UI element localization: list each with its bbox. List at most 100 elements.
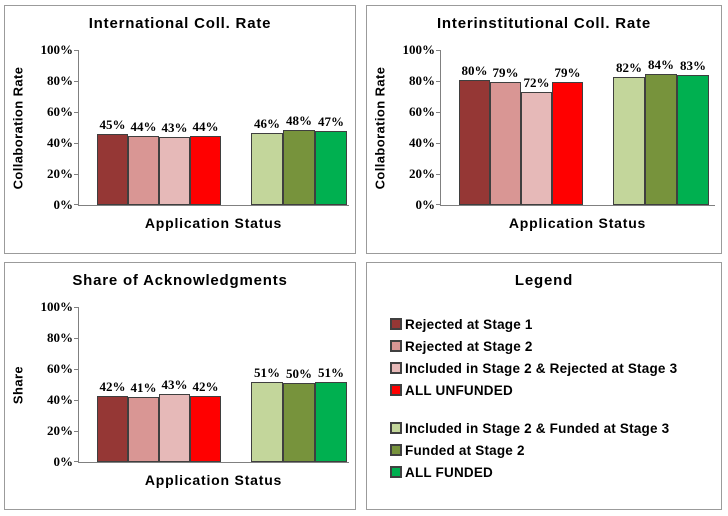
legend-swatch-icon	[390, 362, 402, 374]
bar-data-label: 50%	[286, 366, 312, 381]
bar-data-label: 47%	[318, 114, 344, 129]
y-tick-mark	[436, 81, 440, 82]
y-tick-label: 20%	[409, 166, 435, 181]
y-tick-label: 0%	[53, 197, 74, 212]
chart-title: Interinstitutional Coll. Rate	[436, 15, 652, 32]
bar-data-label: 46%	[254, 116, 280, 131]
y-tick-label: 100%	[40, 299, 74, 314]
y-tick-mark	[74, 50, 78, 51]
legend-item: Funded at Stage 2	[390, 442, 713, 458]
y-tick-mark	[74, 81, 78, 82]
bar-data-label: 79%	[554, 65, 581, 80]
bar-data-label: 80%	[461, 63, 488, 78]
y-tick-mark	[74, 431, 78, 432]
bar-data-label: 51%	[318, 365, 344, 380]
bar-data-label: 45%	[99, 117, 126, 132]
panel-legend: Legend Rejected at Stage 1 Rejected at St…	[366, 262, 722, 510]
legend-item-label: ALL FUNDED	[405, 464, 493, 480]
y-tick-label: 80%	[409, 73, 435, 88]
y-tick-label: 100%	[402, 42, 436, 57]
bar-unfunded-4	[190, 136, 221, 205]
legend-swatch-icon	[390, 384, 402, 396]
legend-swatch-icon	[390, 444, 402, 456]
y-tick-label: 80%	[47, 330, 73, 345]
legend-swatch-icon	[390, 318, 402, 330]
bar-funded-3	[677, 75, 709, 205]
y-tick-mark	[436, 204, 440, 205]
x-axis-title: Application Status	[144, 215, 283, 231]
y-tick-mark	[74, 143, 78, 144]
bar-funded-3	[315, 131, 347, 205]
y-tick-mark	[436, 112, 440, 113]
bar-unfunded-2	[128, 397, 159, 462]
bar-data-label: 83%	[680, 58, 706, 73]
y-tick-label: 60%	[47, 361, 73, 376]
bar-data-label: 51%	[254, 365, 280, 380]
y-tick-mark	[436, 50, 440, 51]
y-axis-tick-labels: 0% 20% 40% 60% 80% 100%	[5, 299, 74, 469]
y-tick-mark	[74, 112, 78, 113]
legend-item: ALL UNFUNDED	[390, 382, 713, 398]
y-tick-mark	[436, 174, 440, 175]
y-tick-label: 60%	[47, 104, 73, 119]
bar-funded-2	[283, 383, 315, 462]
y-tick-mark	[74, 461, 78, 462]
bar-funded-3	[315, 382, 347, 462]
legend-item: ALL FUNDED	[390, 464, 713, 480]
panel-share-of-acknowledgments: Share of Acknowledgments Share 0% 20% 40% 6…	[4, 262, 356, 510]
bar-funded-2	[283, 130, 315, 205]
bar-unfunded-1	[97, 134, 128, 205]
y-tick-label: 40%	[47, 135, 73, 150]
legend-swatch-icon	[390, 340, 402, 352]
bar-data-label: 42%	[99, 379, 126, 394]
bar-data-label: 43%	[161, 120, 188, 135]
chart-title: Share of Acknowledgments	[72, 272, 288, 289]
y-tick-mark	[74, 369, 78, 370]
bar-data-label: 82%	[616, 60, 642, 75]
y-tick-label: 40%	[409, 135, 435, 150]
chart-title: International Coll. Rate	[88, 15, 272, 32]
bar-funded-1	[251, 382, 283, 462]
bar-unfunded-4	[190, 396, 221, 462]
bar-data-label: 44%	[192, 119, 219, 134]
bar-unfunded-3	[521, 92, 552, 205]
legend-item-label: Funded at Stage 2	[405, 442, 525, 458]
y-tick-mark	[74, 338, 78, 339]
bar-data-label: 72%	[523, 75, 550, 90]
bar-unfunded-4	[552, 82, 583, 205]
bar-data-label: 48%	[286, 113, 312, 128]
panel-interinstitutional-coll-rate: Interinstitutional Coll. Rate Collaborat…	[366, 5, 722, 254]
y-tick-label: 80%	[47, 73, 73, 88]
bar-data-label: 79%	[492, 65, 519, 80]
legend-list: Rejected at Stage 1 Rejected at Stage 2 In…	[390, 316, 713, 486]
bar-unfunded-1	[97, 396, 128, 462]
bar-unfunded-3	[159, 137, 190, 205]
y-tick-label: 20%	[47, 166, 73, 181]
y-tick-label: 60%	[409, 104, 435, 119]
bar-data-label: 42%	[192, 379, 219, 394]
plot-area: 80% 79% 72% 79% 82% 84% 83%	[436, 50, 715, 206]
plot-area: 45% 44% 43% 44% 46% 48% 47%	[74, 50, 349, 206]
plot-area: 42% 41% 43% 42% 51% 50% 51%	[74, 307, 349, 463]
y-axis-tick-labels: 0% 20% 40% 60% 80% 100%	[5, 42, 74, 212]
legend-item-label: Included in Stage 2 & Funded at Stage 3	[405, 420, 670, 436]
bar-data-label: 43%	[161, 377, 188, 392]
bar-unfunded-2	[128, 136, 159, 205]
legend-item-label: ALL UNFUNDED	[405, 382, 513, 398]
y-tick-mark	[436, 143, 440, 144]
bar-unfunded-2	[490, 82, 521, 205]
bar-data-label: 84%	[648, 57, 674, 72]
legend-item: Included in Stage 2 & Funded at Stage 3	[390, 420, 713, 436]
y-axis-tick-labels: 0% 20% 40% 60% 80% 100%	[367, 42, 436, 212]
y-tick-label: 40%	[47, 392, 73, 407]
y-tick-label: 0%	[53, 454, 74, 469]
bar-funded-1	[613, 77, 645, 205]
y-tick-mark	[74, 204, 78, 205]
y-tick-mark	[74, 400, 78, 401]
panel-international-coll-rate: International Coll. Rate Collaboration R…	[4, 5, 356, 254]
y-tick-label: 20%	[47, 423, 73, 438]
legend-item: Included in Stage 2 & Rejected at Stage …	[390, 360, 713, 376]
legend-item: Rejected at Stage 2	[390, 338, 713, 354]
legend-item-label: Included in Stage 2 & Rejected at Stage …	[405, 360, 678, 376]
